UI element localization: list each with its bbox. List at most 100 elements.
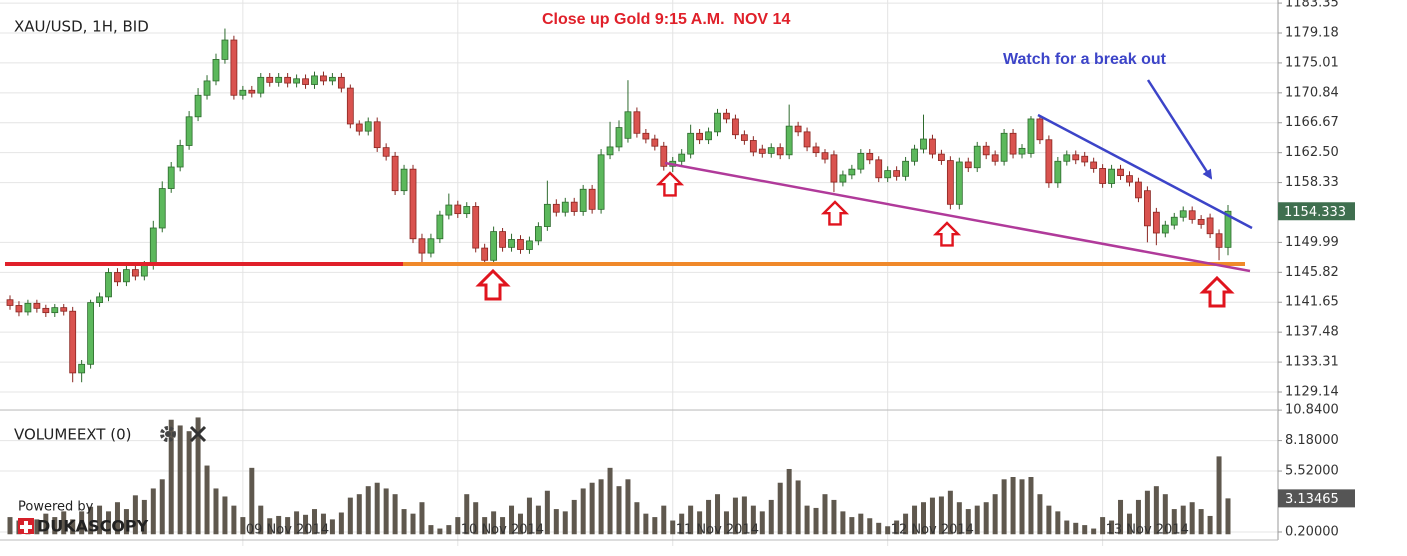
volume-bar (303, 514, 309, 535)
y-tick-label: 1129.14 (1285, 384, 1339, 399)
x-tick-label: 13 Nov 2014 (1106, 523, 1189, 538)
volume-bar (822, 494, 828, 535)
volume-bar (759, 511, 765, 535)
candle-body (1036, 118, 1044, 141)
candle-body (561, 201, 569, 213)
volume-bar (741, 496, 747, 535)
candle-body (543, 203, 551, 227)
volume-bar (455, 517, 461, 535)
candle-body (767, 147, 775, 154)
volume-bar (186, 431, 192, 535)
volume-bar (840, 511, 846, 535)
volume-bar (1010, 477, 1016, 535)
candle-body (678, 153, 686, 162)
candle-body (69, 310, 77, 374)
volume-bar (1064, 520, 1070, 535)
candle-body (463, 206, 471, 215)
candle-body (749, 140, 757, 153)
candle-body (1161, 224, 1169, 234)
candle-body (570, 201, 578, 212)
candle-body (96, 296, 103, 304)
candle-body (114, 272, 121, 283)
volume-bar (1135, 499, 1141, 535)
candle-body (364, 121, 372, 132)
candle-body (1152, 211, 1160, 234)
settings-icon[interactable] (160, 426, 176, 442)
candle-body (848, 168, 856, 176)
volume-bar (482, 517, 488, 535)
volume-bar (1091, 528, 1097, 535)
candle-body (373, 121, 381, 149)
y-tick-label: 1141.65 (1285, 295, 1339, 310)
annotation: Close up Gold 9:15 A.M. NOV 14 (542, 11, 790, 28)
candle-body (1027, 118, 1035, 154)
candle-body (1009, 132, 1017, 155)
volume-bar (992, 494, 998, 535)
candle-body (1108, 168, 1115, 184)
y-tick-label: 1183.35 (1285, 0, 1339, 11)
volume-bar (580, 488, 586, 535)
candle-body (302, 78, 309, 85)
last-price-label: 1154.333 (1284, 205, 1346, 220)
candle-body (1045, 139, 1053, 184)
volume-bar (347, 497, 353, 535)
candle-body (785, 125, 793, 156)
volume-bar (231, 505, 237, 535)
volume-bar (831, 499, 837, 535)
volume-bar (813, 507, 819, 535)
volume-bar (34, 519, 40, 535)
candle-body (1063, 154, 1071, 162)
volume-bar (374, 482, 380, 535)
volume-bar (500, 517, 506, 535)
candle-body (1197, 218, 1205, 225)
volume-bar (732, 497, 738, 535)
candle-body (866, 152, 874, 161)
volume-bar (607, 467, 613, 535)
volume-bar (312, 509, 317, 535)
candle-body (427, 238, 435, 254)
candle-body (732, 118, 739, 136)
candle-body (78, 363, 86, 374)
volume-bar (410, 513, 416, 535)
volume-bar (1207, 515, 1213, 535)
candle-body (1054, 160, 1062, 184)
volume-bar (867, 518, 873, 535)
y-tick-label: 5.52000 (1285, 464, 1339, 479)
volume-bar (473, 502, 479, 535)
candle-body (1179, 210, 1187, 218)
volume-bar (150, 488, 156, 535)
candle-body (490, 231, 498, 261)
volume-bar (1153, 486, 1159, 535)
candle-body (185, 116, 193, 146)
candle-body (499, 231, 506, 248)
volume-bar (625, 479, 631, 535)
volume-bar (965, 509, 971, 535)
candle-body (1188, 210, 1196, 220)
volume-bar (70, 519, 76, 535)
y-tick-label: 1158.33 (1285, 175, 1339, 190)
candle-body (1170, 216, 1178, 226)
candle-body (472, 206, 480, 249)
volume-bar (114, 502, 120, 535)
candle-body (633, 111, 641, 134)
branding-logo: DUKASCOPY (37, 517, 149, 536)
candle-body (812, 146, 820, 154)
candle-body (830, 154, 838, 183)
candle-body (320, 75, 327, 82)
candle-body (1206, 217, 1214, 235)
candle-body (991, 154, 999, 162)
volume-bar (1082, 525, 1088, 535)
volume-bar (929, 497, 935, 535)
trend-line (664, 161, 1251, 273)
x-tick-label: 12 Nov 2014 (891, 523, 974, 538)
volume-bar (204, 465, 210, 535)
candle-body (355, 123, 363, 132)
marks (6, 28, 1232, 535)
volume-bar (106, 511, 112, 535)
volume-bar (79, 511, 85, 535)
candle-body (920, 138, 927, 150)
close-icon[interactable] (189, 425, 207, 443)
volume-bar (661, 505, 667, 535)
candle-body (167, 166, 175, 189)
